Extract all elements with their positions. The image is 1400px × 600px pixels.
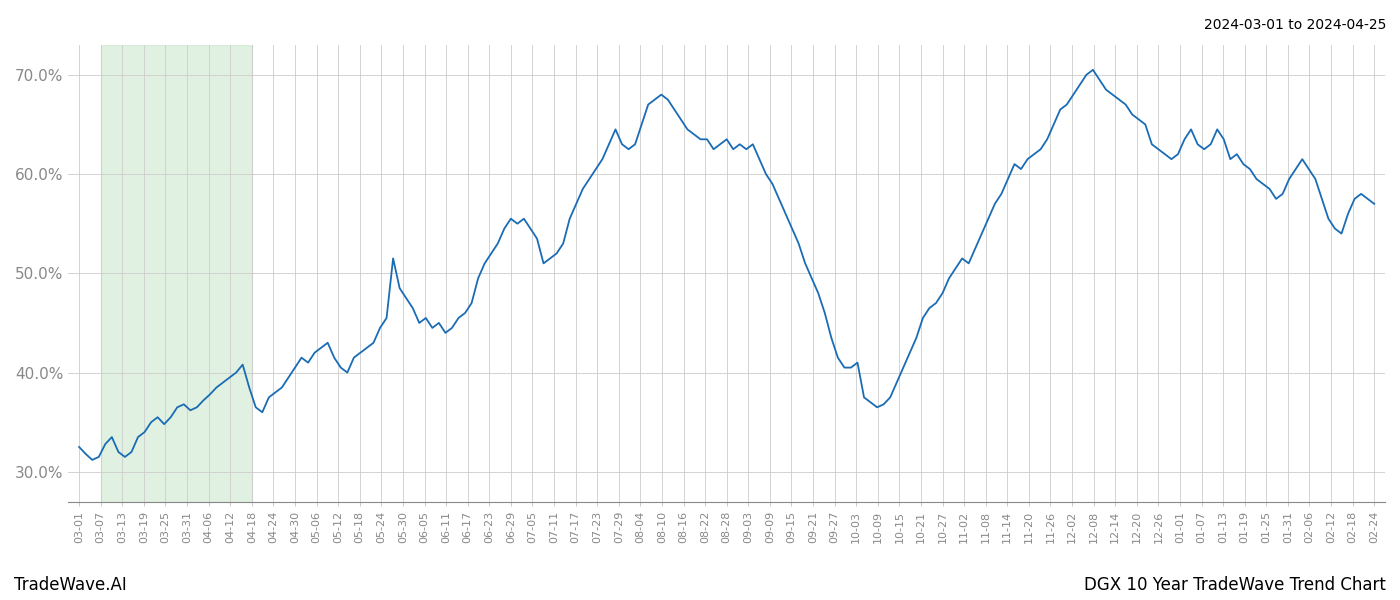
Text: DGX 10 Year TradeWave Trend Chart: DGX 10 Year TradeWave Trend Chart	[1084, 576, 1386, 594]
Text: 2024-03-01 to 2024-04-25: 2024-03-01 to 2024-04-25	[1204, 18, 1386, 32]
Bar	[101, 45, 252, 502]
Text: TradeWave.AI: TradeWave.AI	[14, 576, 127, 594]
